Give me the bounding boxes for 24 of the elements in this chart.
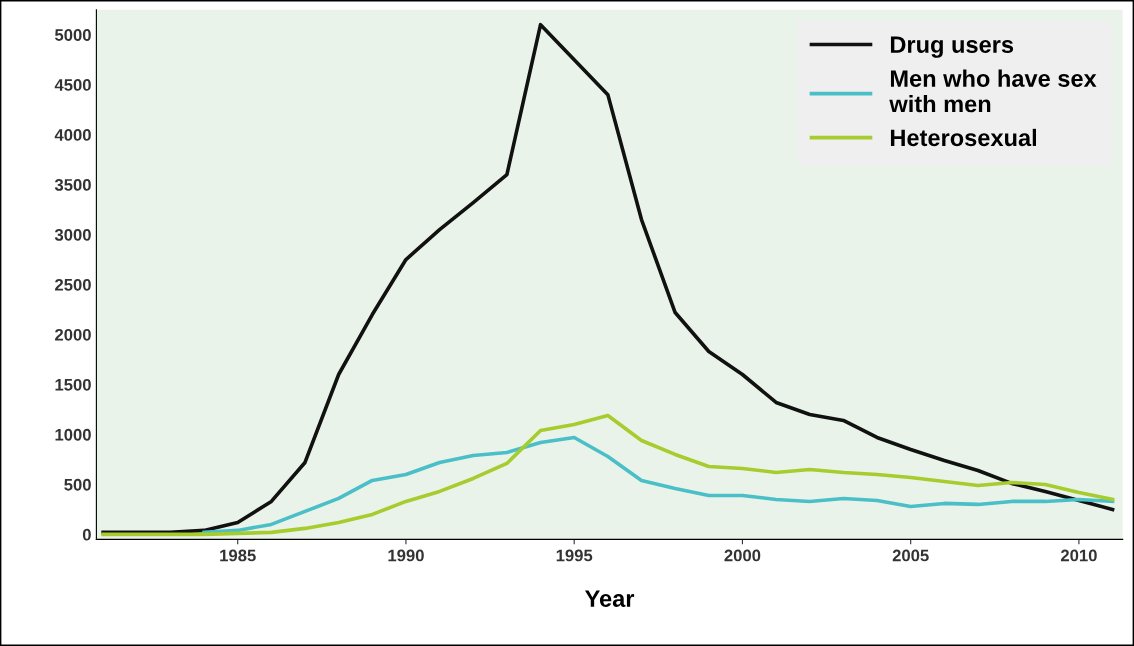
y-tick-label: 2000 — [55, 328, 91, 341]
x-tick-label: 2010 — [1060, 549, 1097, 562]
x-tick-label: 1985 — [220, 549, 256, 562]
line-series — [101, 22, 1115, 535]
y-tick-label: 4000 — [54, 129, 91, 141]
x-tick-label: 1995 — [556, 549, 593, 562]
line-series — [202, 435, 1115, 535]
legend-label: Men who have sex with men — [889, 69, 1097, 113]
x-tick-label: 2005 — [892, 549, 929, 562]
y-tick-label: 3000 — [54, 228, 91, 241]
y-tick-label: 1500 — [55, 378, 91, 391]
y-tick-label: 1000 — [55, 428, 91, 441]
x-axis-title: Year — [584, 590, 635, 608]
line-series — [101, 413, 1115, 537]
y-tick-label: 0 — [82, 528, 91, 541]
y-tick-label: 5000 — [54, 29, 91, 41]
x-tick-label: 1990 — [388, 549, 424, 562]
x-tick-label: 2000 — [724, 549, 761, 562]
legend-label: Heterosexual — [890, 128, 1037, 147]
y-tick-label: 2500 — [55, 278, 91, 291]
y-tick-label: 3500 — [54, 179, 91, 191]
legend-label: Drug users — [890, 36, 1014, 58]
y-tick-label: 4500 — [54, 79, 91, 91]
y-tick-label: 500 — [64, 478, 91, 491]
